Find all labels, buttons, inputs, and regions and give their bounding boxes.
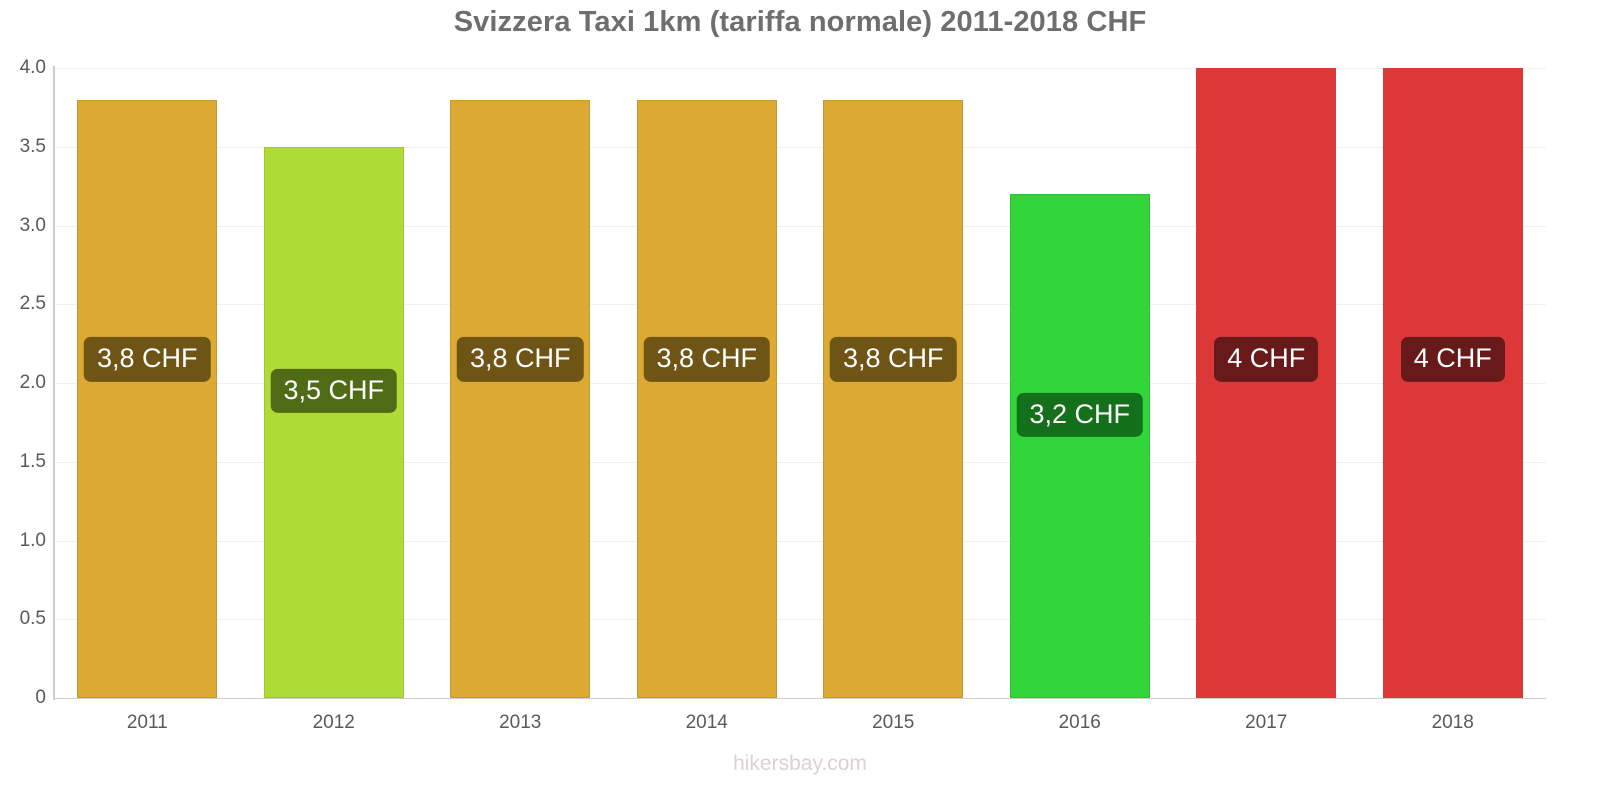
y-tick-label: 1.5 — [19, 450, 46, 472]
gridline — [54, 68, 1546, 69]
plot-area: 3,8 CHF 3,5 CHF 3,8 CHF 3,8 CHF 3,8 CHF 3,2 C… — [54, 68, 1546, 699]
x-tick-label-2017: 2017 — [1245, 712, 1288, 733]
y-tick-label: 2.0 — [19, 372, 46, 393]
bar-2016[interactable] — [1009, 194, 1150, 698]
gridline — [54, 225, 1546, 227]
source-watermark: hikersbay.com — [733, 752, 867, 775]
x-tick-label-2011: 2011 — [126, 712, 168, 733]
x-axis-tick-labels: 2011 2012 2013 2014 2015 2016 2017 2018 — [54, 712, 1546, 742]
gridline — [54, 304, 1546, 306]
y-tick-label: 0.5 — [19, 608, 46, 630]
x-tick-label-2018: 2018 — [1431, 712, 1474, 733]
gridline — [54, 383, 1546, 384]
y-tick-label: 3.5 — [19, 135, 46, 157]
y-tick-label: 3.0 — [19, 214, 46, 236]
bar-value-label-2016: 3,2 CHF — [1016, 392, 1144, 437]
x-tick-label-2013: 2013 — [499, 712, 542, 733]
x-tick-label-2015: 2015 — [872, 712, 915, 733]
bar-2012[interactable] — [263, 146, 404, 698]
bar-2018[interactable] — [1382, 68, 1523, 698]
bar-2011[interactable] — [77, 99, 218, 698]
gridline — [54, 540, 1546, 542]
x-tick-label-2014: 2014 — [685, 712, 728, 733]
y-tick-label: 4.0 — [19, 57, 46, 78]
x-tick-label-2016: 2016 — [1058, 712, 1101, 733]
y-tick-label: 1.0 — [19, 529, 46, 551]
bar-value-label-2014: 3,8 CHF — [643, 337, 771, 382]
bar-value-label-2018: 4 CHF — [1400, 337, 1505, 382]
gridline — [54, 146, 1546, 148]
gridline — [54, 619, 1546, 621]
y-axis-tick-labels: 0 0.5 1.0 1.5 2.0 2.5 3.0 3.5 4.0 — [0, 57, 46, 708]
y-tick-label: 0 — [35, 687, 46, 708]
bar-value-label-2015: 3,8 CHF — [829, 337, 957, 382]
chart-title: Svizzera Taxi 1km (tariffa normale) 2011… — [453, 6, 1147, 38]
bar-value-label-2012: 3,5 CHF — [270, 368, 398, 414]
y-axis-line — [53, 66, 55, 700]
bar-value-label-2013: 3,8 CHF — [456, 337, 584, 382]
x-tick-label-2012: 2012 — [312, 712, 355, 733]
bar-2017[interactable] — [1196, 68, 1337, 698]
bar-2015[interactable] — [823, 99, 964, 698]
bar-2013[interactable] — [450, 99, 591, 698]
gridline — [54, 698, 1546, 699]
bar-2014[interactable] — [636, 99, 777, 698]
gridline — [54, 461, 1546, 463]
y-tick-label: 2.5 — [19, 293, 46, 315]
bar-value-label-2011: 3,8 CHF — [83, 337, 211, 382]
bar-value-label-2017: 4 CHF — [1214, 337, 1319, 382]
